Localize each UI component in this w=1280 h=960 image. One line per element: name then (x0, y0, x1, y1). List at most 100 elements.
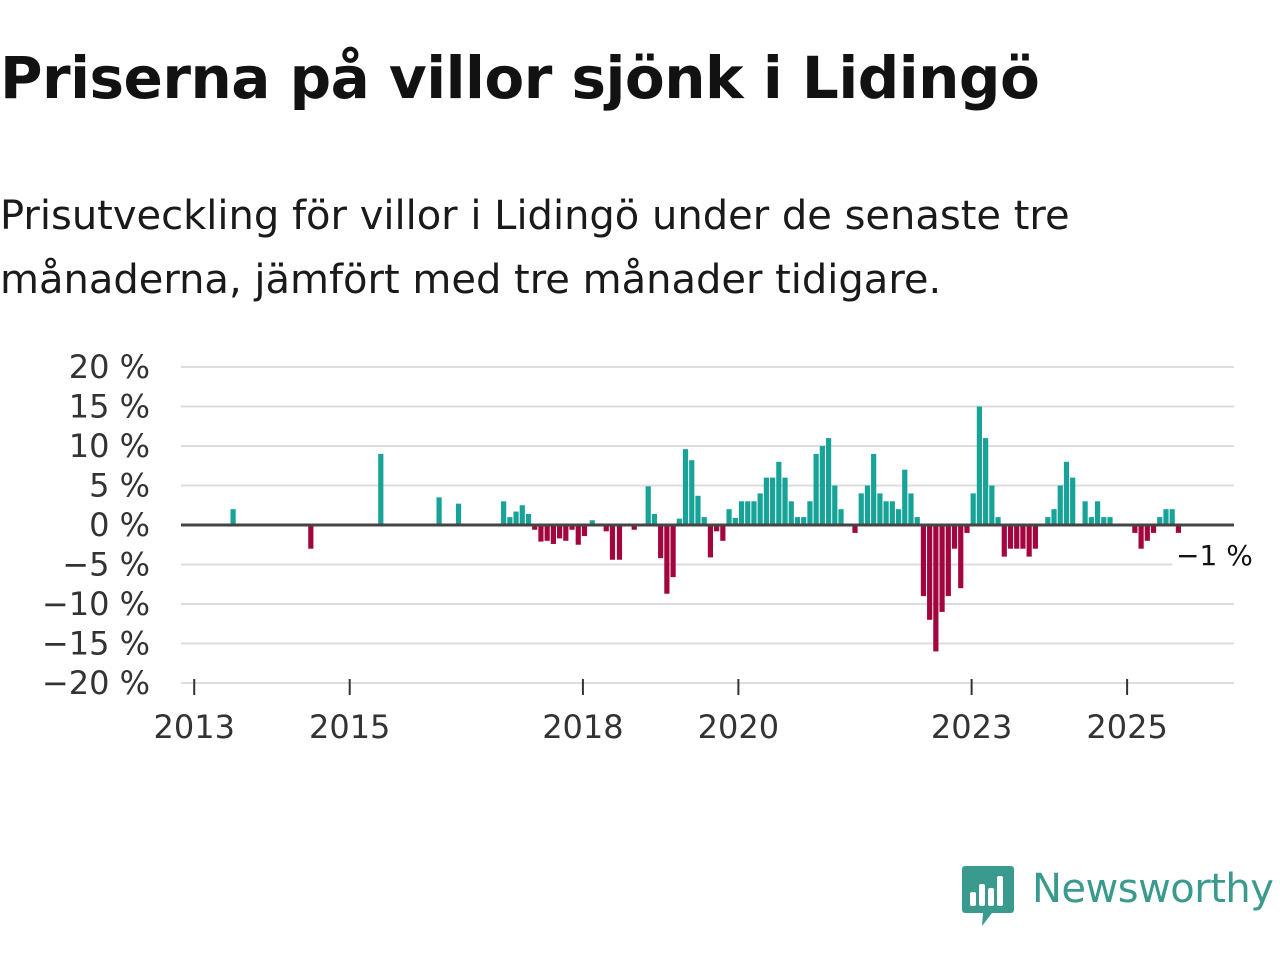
x-axis: 2013 2015 2018 2020 2023 2025 (153, 679, 1234, 746)
bar (1175, 525, 1182, 533)
bar (864, 485, 871, 525)
bar (807, 501, 813, 525)
bar (707, 525, 714, 558)
bar (914, 517, 920, 525)
bar (757, 493, 763, 525)
bar (883, 501, 889, 525)
bar (871, 453, 877, 525)
bar (1020, 525, 1026, 549)
bar (563, 525, 569, 541)
bar (983, 438, 989, 525)
y-axis-labels: 20 %15 %10 %5 %0 %−5 %−10 %−15 %−20 % (42, 348, 150, 702)
bar (230, 509, 236, 525)
bar (964, 525, 970, 533)
bar (1045, 517, 1051, 525)
annotation-layer: −1 % (1172, 538, 1257, 575)
bar (738, 501, 745, 525)
y-tick-label: −5 % (62, 546, 150, 584)
bar (877, 493, 883, 525)
bar (813, 453, 819, 525)
newsworthy-bar-chart-logo-icon (962, 866, 1014, 926)
x-tick-label: 2023 (931, 708, 1012, 746)
bar (609, 525, 616, 560)
bar (455, 503, 462, 525)
bar (763, 477, 769, 525)
y-tick-label: −20 % (42, 664, 150, 702)
y-tick-label: −15 % (42, 625, 150, 663)
bar (658, 525, 664, 559)
last-value-label: −1 % (1176, 539, 1253, 572)
bar (616, 525, 623, 560)
bar (532, 525, 538, 530)
bar (751, 501, 757, 525)
bar (939, 525, 945, 612)
bar (519, 505, 525, 525)
x-tick-label: 2015 (309, 708, 390, 746)
bar (1088, 517, 1094, 525)
bar (1063, 461, 1070, 525)
bar (852, 525, 858, 533)
bar (927, 525, 933, 620)
bar (695, 495, 701, 525)
bar-series (230, 406, 1182, 652)
bar (701, 517, 707, 525)
bar (1169, 509, 1175, 525)
bar (1014, 525, 1020, 549)
bar (908, 493, 914, 525)
bar (507, 517, 513, 525)
bar (819, 446, 825, 525)
bar (951, 525, 958, 549)
chart-subtitle: Prisutveckling för villor i Lidingö unde… (0, 193, 1070, 303)
bar (544, 525, 550, 541)
bar (895, 509, 902, 525)
bar (589, 520, 595, 525)
y-tick-label: 10 % (69, 427, 150, 465)
bar (1032, 525, 1038, 549)
bar (889, 501, 895, 525)
bar (1051, 509, 1057, 525)
x-tick-label: 2025 (1086, 708, 1167, 746)
bar (825, 438, 832, 525)
bar (920, 525, 927, 597)
x-tick-label: 2018 (542, 708, 623, 746)
bar (902, 469, 908, 525)
x-tick-label: 2020 (698, 708, 779, 746)
y-tick-label: 0 % (89, 506, 150, 544)
y-tick-label: 5 % (89, 467, 150, 505)
bar (631, 525, 637, 530)
x-tick-label: 2013 (153, 708, 234, 746)
bar (1070, 477, 1076, 525)
bar (776, 461, 782, 525)
bar (1157, 517, 1163, 525)
bar (664, 525, 670, 594)
bar (525, 513, 532, 525)
bar (745, 501, 751, 525)
bar (1094, 501, 1101, 525)
bar (720, 525, 726, 541)
bar (1107, 517, 1113, 525)
bar (801, 517, 807, 525)
bar (858, 493, 864, 525)
bar (676, 518, 682, 525)
bar (1001, 525, 1007, 557)
bar (538, 525, 544, 542)
bar (714, 525, 720, 532)
bar (513, 511, 519, 525)
bar (788, 501, 794, 525)
bar (557, 525, 563, 539)
bar (1026, 525, 1032, 557)
bar (1144, 525, 1150, 541)
bar (1057, 485, 1063, 525)
bar (501, 501, 507, 525)
bar (989, 485, 995, 525)
bar (651, 513, 658, 525)
bar (682, 449, 689, 525)
y-tick-label: −10 % (42, 585, 150, 623)
bar (970, 493, 976, 525)
bar (581, 525, 588, 537)
bar (575, 525, 581, 545)
bar (378, 453, 384, 525)
bar (794, 517, 801, 525)
y-tick-label: 20 % (69, 348, 150, 386)
grid-layer (181, 366, 1234, 684)
